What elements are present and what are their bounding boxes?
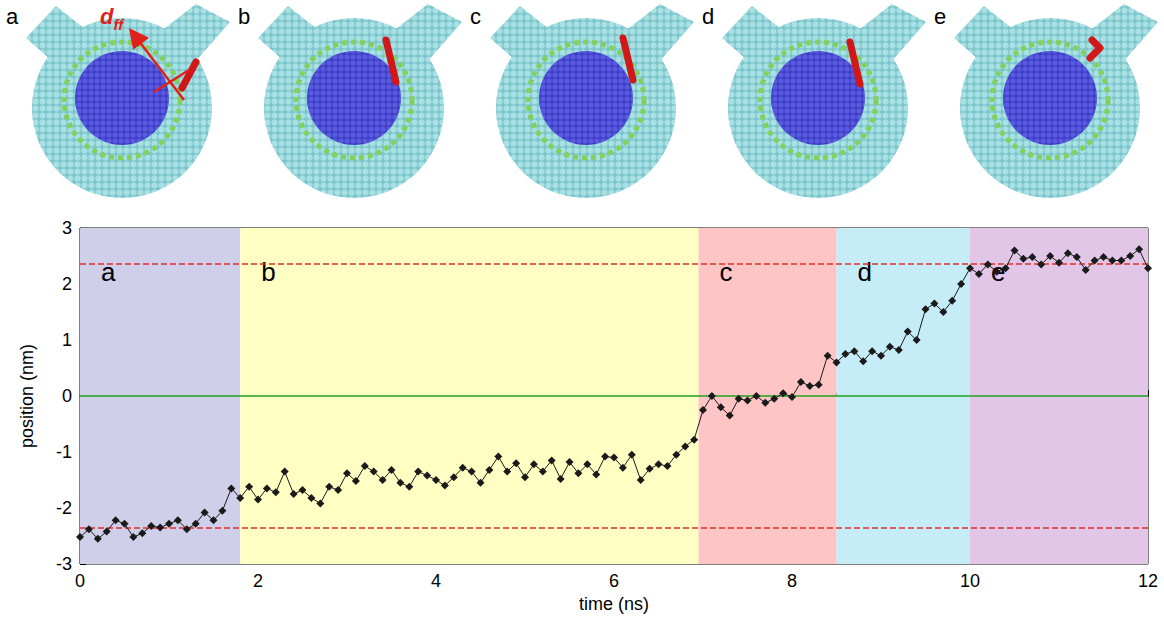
svg-text:time (ns): time (ns) bbox=[579, 594, 649, 614]
svg-text:e: e bbox=[934, 4, 946, 29]
svg-text:a: a bbox=[6, 4, 19, 29]
svg-text:0: 0 bbox=[62, 386, 72, 406]
svg-text:-2: -2 bbox=[56, 498, 72, 518]
svg-text:d: d bbox=[858, 257, 872, 287]
svg-text:dff: dff bbox=[100, 4, 125, 33]
svg-text:3: 3 bbox=[62, 218, 72, 238]
svg-text:-3: -3 bbox=[56, 554, 72, 574]
svg-text:-1: -1 bbox=[56, 442, 72, 462]
svg-text:0: 0 bbox=[75, 571, 85, 591]
svg-text:6: 6 bbox=[609, 571, 619, 591]
svg-text:d: d bbox=[702, 4, 714, 29]
svg-text:a: a bbox=[101, 257, 116, 287]
svg-text:2: 2 bbox=[62, 274, 72, 294]
svg-text:4: 4 bbox=[431, 571, 441, 591]
svg-text:2: 2 bbox=[253, 571, 263, 591]
svg-text:10: 10 bbox=[960, 571, 980, 591]
svg-text:1: 1 bbox=[62, 330, 72, 350]
svg-text:12: 12 bbox=[1138, 571, 1158, 591]
svg-text:c: c bbox=[720, 257, 733, 287]
svg-text:b: b bbox=[261, 257, 275, 287]
svg-text:position (nm): position (nm) bbox=[17, 344, 37, 448]
svg-text:b: b bbox=[238, 4, 250, 29]
svg-text:8: 8 bbox=[787, 571, 797, 591]
svg-text:c: c bbox=[470, 4, 481, 29]
svg-text:e: e bbox=[991, 257, 1005, 287]
